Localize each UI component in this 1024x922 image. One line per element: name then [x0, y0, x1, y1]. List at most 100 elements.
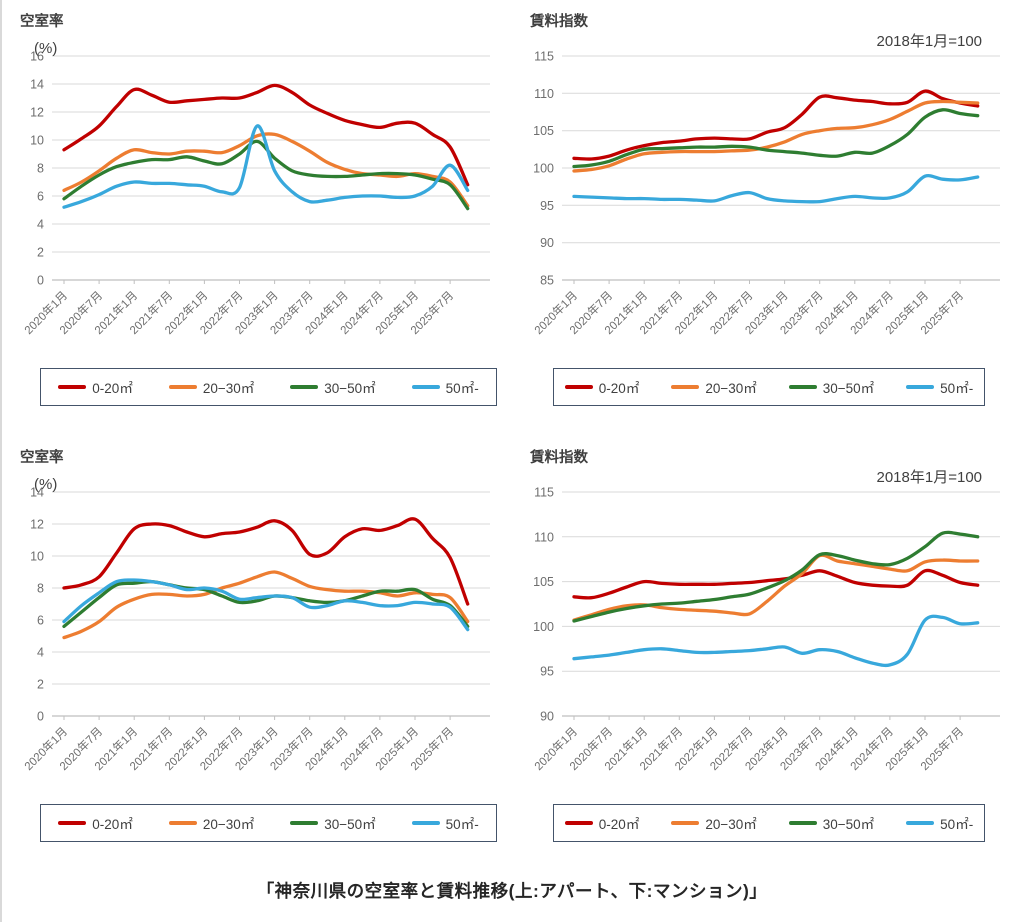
chart-legend: 0-20㎡ 20−30㎡ 30−50㎡ 50㎡-	[553, 368, 985, 406]
series-line-30−50㎡	[572, 108, 980, 169]
legend-label: 30−50㎡	[822, 817, 875, 832]
legend-item: 0-20㎡	[564, 377, 640, 397]
rent-index-apartment-chart-canvas: 8590951001051101152020年1月2020年7月2021年1月2…	[531, 50, 1000, 337]
legend-label: 30−50㎡	[822, 381, 875, 396]
legend-line-swatch	[411, 821, 440, 825]
legend-label: 50㎡-	[940, 381, 974, 396]
grid-and-axes: 90951001051101152020年1月2020年7月2021年1月202…	[531, 486, 1000, 773]
legend-line-swatch	[671, 821, 700, 825]
legend-item: 30−50㎡	[788, 377, 875, 397]
legend-item: 30−50㎡	[290, 377, 376, 397]
mansion-vacancy-chart-panel: 空室率 (%) 0 2 4 6 8 10 12 14 2020年1月 2020年7月 2021年1月…	[6, 442, 506, 842]
vacancy-apartment-chart-canvas: 02468101214162020年1月2020年7月2021年1月2021年7…	[21, 50, 490, 337]
legend-label: 20−30㎡	[202, 817, 255, 832]
y-tick-label: 2	[37, 678, 44, 692]
base-period-note: 2018年1月=100	[876, 33, 983, 50]
apartment-vacancy-chart-panel: 空室率 (%) 0 2 4 6 8 10 12 14 16 2020年1月 2020年7月 2021年…	[6, 6, 506, 406]
chart-legend: 0-20㎡ 20−30㎡ 30−50㎡ 50㎡-	[40, 368, 497, 406]
series-line-30−50㎡	[572, 530, 980, 623]
series-line-20−30㎡	[572, 99, 980, 173]
y-tick-label: 4	[37, 218, 44, 232]
y-tick-label: 90	[540, 710, 554, 724]
y-tick-label: 100	[533, 620, 554, 634]
legend-label: 30−50㎡	[324, 817, 376, 832]
y-tick-label: 95	[540, 665, 554, 679]
legend-line-swatch	[58, 385, 87, 389]
apartment-rent-index-chart-panel: 賃料指数 2018年1月=100 85 90 95 100 105 110 115 2020年…	[516, 6, 1016, 406]
chart-legend: 0-20㎡ 20−30㎡ 30−50㎡ 50㎡-	[553, 804, 985, 842]
y-tick-label: 10	[30, 134, 44, 148]
legend-line-swatch	[168, 821, 197, 825]
legend-label: 0-20㎡	[92, 817, 133, 832]
y-tick-label: 14	[30, 78, 44, 92]
legend-line-swatch	[906, 385, 935, 389]
chart-legend: 0-20㎡ 20−30㎡ 30−50㎡ 50㎡-	[40, 804, 497, 842]
y-axis-unit-label: (%)	[34, 476, 58, 493]
y-tick-label: 8	[37, 162, 44, 176]
series-line-0-20㎡	[62, 83, 470, 187]
y-tick-label: 2	[37, 246, 44, 260]
legend-line-swatch	[671, 385, 700, 389]
chart-title-rent-index-mansion: 賃料指数	[530, 450, 588, 466]
legend-line-swatch	[906, 821, 935, 825]
legend-line-swatch	[290, 821, 319, 825]
series-line-0-20㎡	[572, 568, 980, 600]
y-tick-label: 6	[37, 190, 44, 204]
legend-line-swatch	[564, 385, 593, 389]
series-line-50㎡-	[62, 578, 470, 632]
legend-item: 50㎡-	[411, 813, 479, 833]
legend-line-swatch	[788, 821, 817, 825]
rent-index-mansion-chart-canvas: 90951001051101152020年1月2020年7月2021年1月202…	[531, 486, 1000, 773]
legend-label: 0-20㎡	[92, 381, 133, 396]
y-tick-label: 0	[37, 710, 44, 724]
y-tick-label: 110	[534, 530, 554, 544]
legend-label: 20−30㎡	[202, 381, 255, 396]
legend-item: 50㎡-	[906, 813, 973, 833]
legend-line-swatch	[168, 385, 197, 389]
y-tick-label: 85	[540, 274, 554, 288]
legend-label: 20−30㎡	[705, 381, 757, 396]
legend-item: 0-20㎡	[58, 813, 133, 833]
legend-label: 0-20㎡	[598, 817, 640, 832]
legend-label: 20−30㎡	[705, 817, 757, 832]
legend-label: 50㎡-	[940, 817, 974, 832]
legend-label: 30−50㎡	[324, 381, 376, 396]
y-tick-label: 12	[30, 106, 44, 120]
legend-item: 0-20㎡	[564, 813, 640, 833]
series-line-50㎡-	[572, 614, 980, 668]
y-tick-label: 6	[37, 614, 44, 628]
series-line-50㎡-	[62, 124, 470, 209]
legend-label: 50㎡-	[445, 381, 479, 396]
y-tick-label: 90	[540, 236, 554, 250]
y-tick-label: 105	[533, 124, 554, 138]
legend-item: 20−30㎡	[168, 813, 255, 833]
chart-title-vacancy-mansion: 空室率	[20, 450, 64, 466]
y-tick-label: 95	[540, 199, 554, 213]
y-tick-label: 4	[37, 646, 44, 660]
legend-item: 50㎡-	[411, 377, 479, 397]
series-line-20−30㎡	[62, 570, 470, 640]
y-tick-label: 0	[37, 274, 44, 288]
page-left-edge-line	[0, 0, 2, 922]
legend-label: 0-20㎡	[598, 381, 640, 396]
legend-item: 20−30㎡	[671, 377, 757, 397]
legend-item: 20−30㎡	[671, 813, 757, 833]
y-tick-label: 105	[533, 575, 554, 589]
legend-line-swatch	[411, 385, 440, 389]
legend-line-swatch	[58, 821, 87, 825]
base-period-note: 2018年1月=100	[876, 469, 983, 486]
series-line-20−30㎡	[62, 132, 470, 208]
y-tick-label: 10	[30, 550, 44, 564]
series-line-0-20㎡	[572, 89, 980, 161]
legend-item: 30−50㎡	[788, 813, 875, 833]
y-tick-label: 100	[533, 162, 554, 176]
legend-item: 50㎡-	[906, 377, 973, 397]
y-tick-label: 110	[534, 87, 554, 101]
y-tick-label: 12	[30, 518, 44, 532]
y-tick-label: 8	[37, 582, 44, 596]
figure-caption: 「神奈川県の空室率と賃料推移(上:アパート、下:マンション)」	[256, 881, 768, 901]
y-tick-label: 16	[30, 50, 44, 64]
series-line-50㎡-	[572, 174, 980, 204]
series-line-20−30㎡	[572, 553, 980, 622]
legend-item: 20−30㎡	[168, 377, 255, 397]
